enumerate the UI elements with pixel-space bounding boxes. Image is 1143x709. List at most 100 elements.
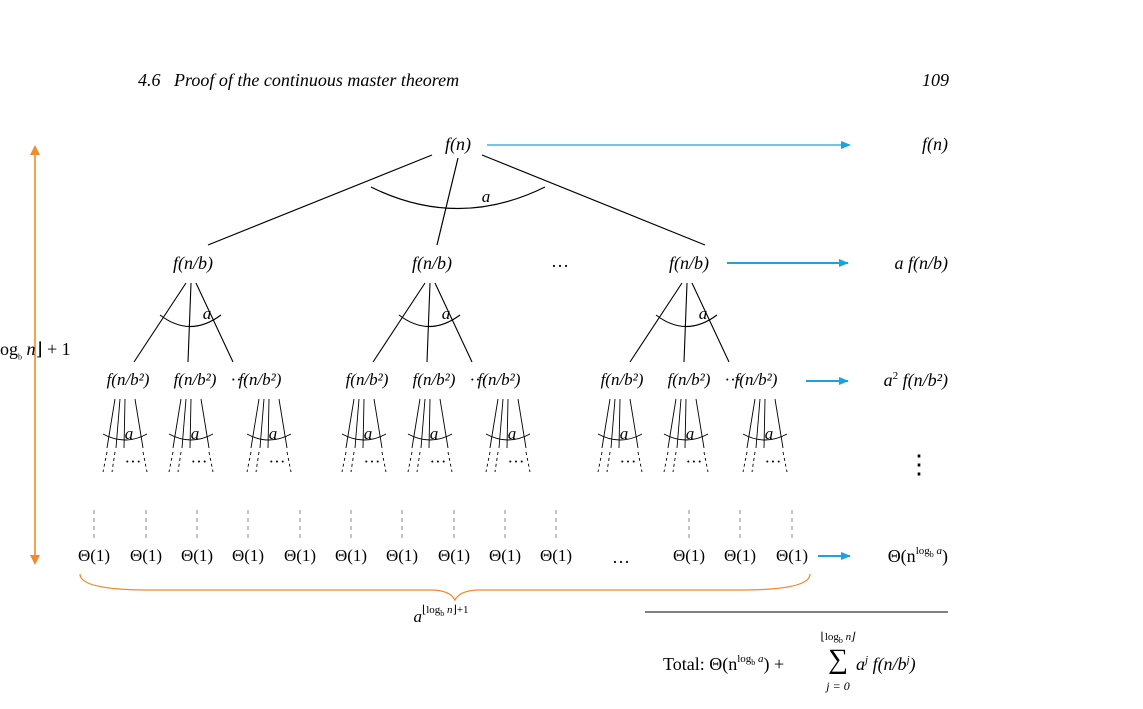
leaf-count-exp-tail: ⌋+1 <box>452 604 469 616</box>
level2-branch <box>755 398 761 449</box>
level2-branch-dash <box>525 451 531 473</box>
level2-branch-dash <box>111 451 116 473</box>
level1-branch-label: a <box>441 304 451 323</box>
level2-branch-dash <box>177 451 182 473</box>
level2-branch <box>172 398 182 449</box>
level2-branch-dash <box>637 451 643 473</box>
level1-ellipsis: … <box>551 251 569 271</box>
level2-branch <box>695 398 705 449</box>
level3-ellipsis: ··· <box>507 452 525 471</box>
level2-branch <box>498 398 504 449</box>
level2-branch-arc <box>102 433 148 441</box>
level2-branch-dash <box>742 451 748 473</box>
level3-ellipsis: ··· <box>619 452 637 471</box>
level2-branch <box>601 398 611 449</box>
level2-node: f(n/b²) <box>238 370 282 389</box>
level2-branch <box>667 398 677 449</box>
level2-branch <box>181 398 187 449</box>
leaf-node: Θ(1) <box>283 546 317 565</box>
level2-branch-arc <box>407 433 453 441</box>
leaf-connectors <box>93 510 793 538</box>
level1-branch-arc <box>398 314 461 327</box>
level2-branch-label: a <box>507 424 517 443</box>
leaf-node: Θ(1) <box>385 546 419 565</box>
sum-term-close: ) <box>909 654 916 674</box>
level2-node: f(n/b²) <box>667 370 711 389</box>
level2-branch-dash <box>341 451 347 473</box>
cost-level2-rest: f(n/b²) <box>902 370 948 390</box>
root-branch-arc <box>370 186 546 210</box>
sum-upper-sub: b <box>838 636 843 645</box>
height-label-suffix: ⌋ + 1 <box>35 339 71 359</box>
level3-ellipsis: ··· <box>124 452 142 471</box>
leaf-node: Θ(1) <box>77 546 111 565</box>
page-number: 109 <box>922 70 949 90</box>
level2-branch <box>774 398 784 449</box>
cost-level2: a2 f(n/b²) <box>884 370 948 390</box>
cost-leaves: Θ(nlogb a) <box>888 545 948 566</box>
level3-ellipsis: ··· <box>363 452 381 471</box>
level1-branch <box>691 282 730 363</box>
leaf-count-brace <box>79 573 811 602</box>
total-exp-a: a <box>758 653 764 665</box>
level2-branch <box>345 398 355 449</box>
level2-branch-arc <box>246 433 292 441</box>
level1-branch <box>629 282 683 363</box>
sum-term: aj f(n/bj) <box>856 654 916 674</box>
level2-branch-dash <box>381 451 387 473</box>
cost-leaves-a: a <box>936 545 943 557</box>
sum-lower-limit: j = 0 <box>826 679 850 693</box>
level2-branch-arc <box>742 433 788 441</box>
level2-branch-dash <box>350 451 355 473</box>
level1-node: f(n/b) <box>669 253 709 273</box>
level2-branch <box>489 398 499 449</box>
level1-branch <box>434 282 473 363</box>
leaves-ellipsis: … <box>612 547 630 567</box>
level2-branch-arc <box>168 433 214 441</box>
total-label: Total: Θ(nlogb a) + <box>663 653 784 674</box>
level2-node: f(n/b²) <box>412 370 456 389</box>
leaf-count-base: a <box>413 607 422 626</box>
leaf-node: Θ(1) <box>488 546 522 565</box>
level2-branch-label: a <box>190 424 200 443</box>
leaf-node: Θ(1) <box>180 546 214 565</box>
level1-branch <box>683 282 688 363</box>
level1-branch-arc <box>655 314 718 327</box>
level2-branch <box>629 398 639 449</box>
level2-branch-dash <box>672 451 677 473</box>
section-number: 4.6 <box>138 70 161 90</box>
level3-ellipsis: ··· <box>685 452 703 471</box>
level2-branch <box>250 398 260 449</box>
level2-branch-arc <box>663 433 709 441</box>
cost-leaves-exp: log <box>915 545 930 557</box>
level2-node: f(n/b²) <box>173 370 217 389</box>
level2-branch-dash <box>751 451 756 473</box>
total-exp-sub: b <box>751 658 756 667</box>
leaf-node: Θ(1) <box>723 546 757 565</box>
leaf-node: Θ(1) <box>539 546 573 565</box>
level2-node: f(n/b²) <box>734 370 778 389</box>
level2-branch <box>259 398 265 449</box>
level2-branch-label: a <box>268 424 278 443</box>
root-branches <box>207 154 706 246</box>
level3-ellipsis: ··· <box>268 452 286 471</box>
level2-branch <box>373 398 383 449</box>
level2-branch-arc <box>485 433 531 441</box>
level2-node: f(n/b²) <box>600 370 644 389</box>
leaf-count-label: a⌊logb n⌋+1 <box>413 605 468 626</box>
level2-branch <box>134 398 144 449</box>
sum-term-j: j <box>865 654 869 666</box>
leaf-node: Θ(1) <box>437 546 471 565</box>
level2-branch-dash <box>416 451 421 473</box>
level1-branch <box>426 282 431 363</box>
level1-branches <box>133 282 730 363</box>
level2-branch-dash <box>663 451 669 473</box>
level3-ellipsis: ··· <box>190 452 208 471</box>
level3-ellipsis: ··· <box>764 452 782 471</box>
level2-branch <box>115 398 121 449</box>
level2-branch <box>411 398 421 449</box>
leaf-node: Θ(1) <box>672 546 706 565</box>
leaf-node: Θ(1) <box>775 546 809 565</box>
level2-ellipsis: ··· <box>724 370 742 389</box>
total-theta: Θ(n <box>709 654 738 674</box>
